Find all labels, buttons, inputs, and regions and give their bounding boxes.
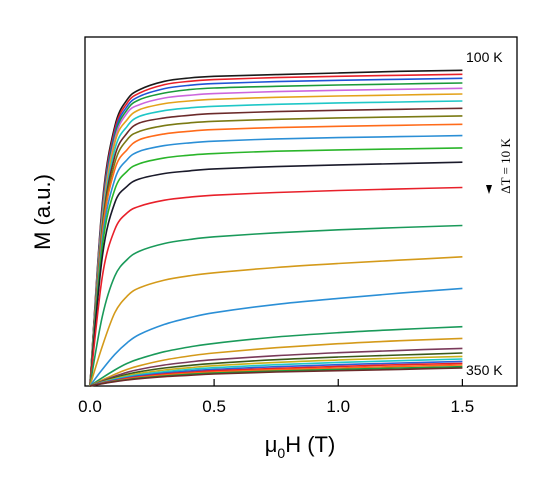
x-axis-title-sub: 0 bbox=[277, 445, 285, 461]
arrow-down-icon bbox=[486, 185, 492, 194]
series-line-18 bbox=[89, 325, 463, 387]
annotation-top: 100 K bbox=[466, 49, 503, 65]
series-line-20 bbox=[89, 347, 463, 387]
series-line-21 bbox=[89, 352, 463, 387]
x-axis-title: μ0H (T) bbox=[265, 432, 336, 461]
x-tick-label: 0.0 bbox=[78, 397, 102, 416]
x-axis-title-rest: H (T) bbox=[285, 432, 335, 457]
series-line-14 bbox=[89, 186, 463, 387]
x-tick-label: 1.0 bbox=[326, 397, 350, 416]
series-line-28 bbox=[89, 367, 463, 387]
x-tick-label: 0.5 bbox=[202, 397, 226, 416]
x-tick-label: 1.5 bbox=[451, 397, 475, 416]
series-line-6 bbox=[89, 93, 463, 387]
series-line-1 bbox=[89, 69, 463, 387]
series-line-12 bbox=[89, 147, 463, 387]
series-group bbox=[89, 69, 463, 387]
series-line-9 bbox=[89, 115, 463, 387]
series-line-17 bbox=[89, 287, 463, 387]
annotation-bottom: 350 K bbox=[466, 362, 503, 378]
x-axis-title-main: μ bbox=[265, 432, 278, 457]
series-line-10 bbox=[89, 123, 463, 387]
annotation-delta: ΔT = 10 K bbox=[498, 138, 513, 194]
series-line-19 bbox=[89, 337, 463, 387]
plot-frame bbox=[84, 36, 518, 387]
x-axis-ticks bbox=[89, 379, 463, 386]
series-line-15 bbox=[89, 224, 463, 387]
y-axis-title: M (a.u.) bbox=[30, 174, 55, 250]
x-tick-labels: 0.0 0.5 1.0 1.5 bbox=[78, 397, 474, 416]
series-line-16 bbox=[89, 256, 463, 387]
series-line-7 bbox=[89, 100, 463, 387]
series-line-5 bbox=[89, 87, 463, 387]
series-line-8 bbox=[89, 107, 463, 387]
series-line-11 bbox=[89, 134, 463, 387]
series-line-13 bbox=[89, 161, 463, 387]
